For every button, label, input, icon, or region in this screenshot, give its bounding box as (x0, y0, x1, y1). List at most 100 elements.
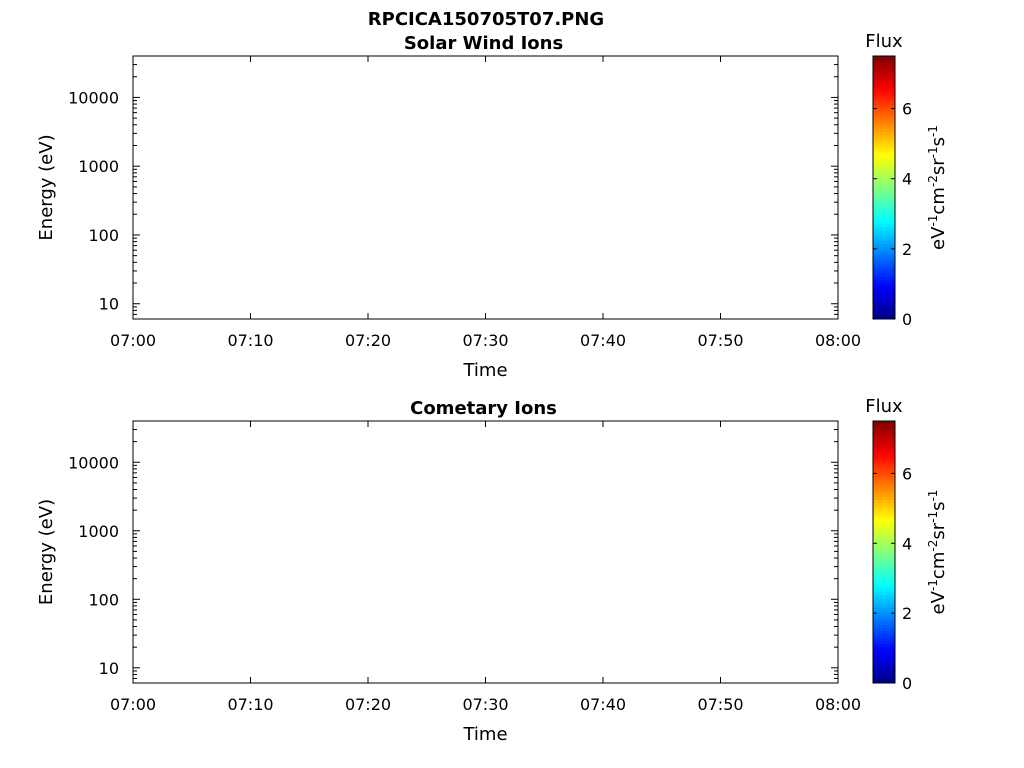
y-tick-label: 10000 (68, 88, 119, 107)
colorbar-segment (873, 443, 895, 448)
colorbar-segment (873, 286, 895, 290)
colorbar-segment (873, 574, 895, 579)
colorbar-segment (873, 607, 895, 612)
x-tick-label: 07:00 (110, 695, 156, 714)
colorbar-segment (873, 180, 895, 185)
colorbar-segment (873, 624, 895, 628)
colorbar-segment (873, 259, 895, 264)
colorbar-segment (873, 144, 895, 149)
colorbar-segment (873, 141, 895, 146)
colorbar-segment (873, 148, 895, 152)
colorbar-segment (873, 643, 895, 648)
colorbar-segment (873, 430, 895, 435)
colorbar-segment (873, 568, 895, 573)
colorbar-segment (873, 627, 895, 631)
colorbar-segment (873, 200, 895, 205)
colorbar-segment (873, 246, 895, 251)
colorbar-frame (872, 55, 896, 320)
colorbar-segment (873, 210, 895, 215)
colorbar-segment (873, 594, 895, 599)
colorbar-segment (873, 295, 895, 300)
colorbar-segment (873, 72, 895, 77)
colorbar-segment (873, 203, 895, 208)
colorbar-segment (873, 115, 895, 119)
colorbar-segment (873, 578, 895, 582)
colorbar-segment (873, 289, 895, 294)
colorbar-segment (873, 108, 895, 113)
colorbar-title: Flux (865, 31, 903, 52)
figure-filename-title: RPCICA150705T07.PNG (368, 9, 604, 30)
colorbar-segment (873, 522, 895, 527)
colorbar-segment (873, 118, 895, 123)
colorbar: 0 2 4 6 Flux eV-1cm-2sr-1s-1 (865, 31, 949, 329)
colorbar-segment (873, 276, 895, 280)
colorbar-segment (873, 197, 895, 202)
colorbar-segment (873, 226, 895, 231)
colorbar-segment (873, 666, 895, 671)
x-tick-label: 07:30 (462, 331, 508, 350)
colorbar-segment (873, 79, 895, 83)
panel-title: Cometary Ions (410, 398, 557, 419)
colorbar-tick-label: 6 (902, 464, 912, 483)
colorbar-segment (873, 131, 895, 136)
colorbar-segment (873, 489, 895, 494)
colorbar-segment (873, 315, 895, 320)
colorbar-segment (873, 85, 895, 90)
colorbar-segment (873, 525, 895, 530)
colorbar-segment (873, 617, 895, 622)
colorbar-segment (873, 460, 895, 464)
colorbar-segment (873, 476, 895, 481)
colorbar-segment (873, 269, 895, 274)
colorbar-segment (873, 312, 895, 317)
colorbar-segment (873, 174, 895, 179)
x-axis-label: Time (462, 360, 507, 381)
colorbar-segment (873, 309, 895, 313)
colorbar-tick-label: 4 (902, 170, 912, 189)
colorbar-segment (873, 292, 895, 297)
colorbar-segment (873, 571, 895, 576)
colorbar-segment (873, 512, 895, 517)
colorbar-segment (873, 154, 895, 159)
colorbar-tick-label: 0 (902, 310, 912, 329)
colorbar-segment (873, 486, 895, 491)
colorbar: 0 2 4 6 Flux eV-1cm-2sr-1s-1 (865, 396, 949, 693)
colorbar-segment (873, 584, 895, 589)
colorbar-segment (873, 457, 895, 461)
colorbar-segment (873, 669, 895, 674)
colorbar-segment (873, 184, 895, 188)
colorbar-segment (873, 483, 895, 487)
colorbar-segment (873, 506, 895, 510)
colorbar-segment (873, 272, 895, 277)
colorbar-segment (873, 555, 895, 559)
colorbar-segment (873, 637, 895, 641)
colorbar-segment (873, 479, 895, 484)
colorbar-segment (873, 519, 895, 523)
x-tick-label: 07:40 (580, 331, 626, 350)
y-tick-label: 10 (99, 659, 119, 678)
colorbar-segment (873, 263, 895, 267)
colorbar-tick-label: 0 (902, 674, 912, 693)
colorbar-segment (873, 515, 895, 520)
colorbar-segment (873, 299, 895, 303)
colorbar-segment (873, 532, 895, 537)
colorbar-segment (873, 424, 895, 428)
colorbar-segment (873, 434, 895, 438)
colorbar-segment (873, 542, 895, 546)
x-tick-label: 07:50 (697, 331, 743, 350)
colorbar-segment (873, 59, 895, 63)
colorbar-segment (873, 236, 895, 241)
x-tick-label: 08:00 (815, 331, 861, 350)
colorbar-segment (873, 437, 895, 442)
colorbar-tick-label: 2 (902, 240, 912, 259)
colorbar-segment (873, 545, 895, 550)
y-tick-label: 1000 (78, 157, 119, 176)
colorbar-segment (873, 121, 895, 126)
colorbar-segment (873, 253, 895, 257)
colorbar-segment (873, 134, 895, 139)
colorbar-segment (873, 421, 895, 425)
colorbar-frame (872, 420, 896, 684)
colorbar-segment (873, 581, 895, 586)
colorbar-segment (873, 88, 895, 93)
colorbar-segment (873, 194, 895, 198)
